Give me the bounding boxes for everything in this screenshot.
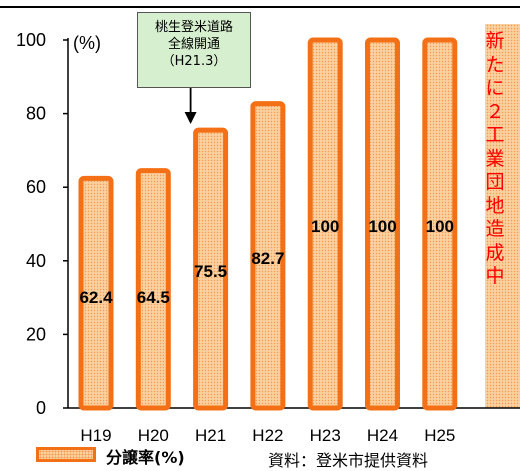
note-char: 地 <box>485 194 505 217</box>
data-label: 82.7 <box>251 249 284 268</box>
bar <box>422 37 458 411</box>
callout-box: 桃生登米道路 全線開通 （H21.3） <box>137 12 251 88</box>
note-char: 工 <box>485 124 505 146</box>
note-char: 団 <box>485 171 505 193</box>
x-tick-label: H25 <box>424 426 455 445</box>
x-tick-label: H19 <box>80 426 111 445</box>
bar <box>135 168 171 411</box>
x-tick-label: H20 <box>138 426 169 445</box>
bar <box>307 37 343 411</box>
note-char: た <box>485 53 505 76</box>
bar <box>193 127 229 411</box>
data-label: 100 <box>311 217 339 236</box>
y-tick-label: 0 <box>36 398 46 418</box>
x-tick-label: H22 <box>252 426 283 445</box>
x-tick-label: H21 <box>195 426 226 445</box>
data-label: 100 <box>426 217 454 236</box>
data-label: 64.5 <box>137 288 170 307</box>
y-tick-label: 20 <box>26 324 46 344</box>
note-char: 成 <box>485 241 505 264</box>
placeholder-column <box>485 24 520 408</box>
source-note: 資料：登米市提供資料 <box>268 451 429 470</box>
data-label: 62.4 <box>79 288 113 307</box>
note-char: ２ <box>485 100 505 123</box>
y-tick-label: 60 <box>26 177 46 197</box>
data-label: 100 <box>368 217 396 236</box>
x-tick-label: H23 <box>310 426 341 445</box>
y-tick-label: 100 <box>16 30 46 50</box>
placeholder-note: 新 た に ２ 工 業 団 地 造 成 中 <box>476 30 514 289</box>
top-rule <box>0 6 520 8</box>
y-tick-label: 40 <box>26 251 46 271</box>
bar <box>250 101 286 411</box>
note-char: 中 <box>485 265 505 287</box>
note-char: 造 <box>485 218 505 240</box>
legend-label: 分譲率(%) <box>106 448 185 467</box>
y-tick-label: 80 <box>26 104 46 124</box>
note-char: 新 <box>485 30 505 52</box>
y-unit-label: (%) <box>73 33 101 53</box>
callout-line-3: （H21.3） <box>161 54 227 69</box>
legend-swatch <box>36 447 96 462</box>
callout-line-2: 全線開通 <box>167 37 220 52</box>
x-tick-label: H24 <box>367 426 398 445</box>
note-char: 業 <box>485 147 505 170</box>
callout-arrowhead <box>184 112 197 124</box>
note-char: に <box>485 77 505 99</box>
callout-line-1: 桃生登米道路 <box>154 20 233 35</box>
data-label: 75.5 <box>194 262 227 281</box>
bar <box>78 175 114 411</box>
bar <box>365 37 400 411</box>
